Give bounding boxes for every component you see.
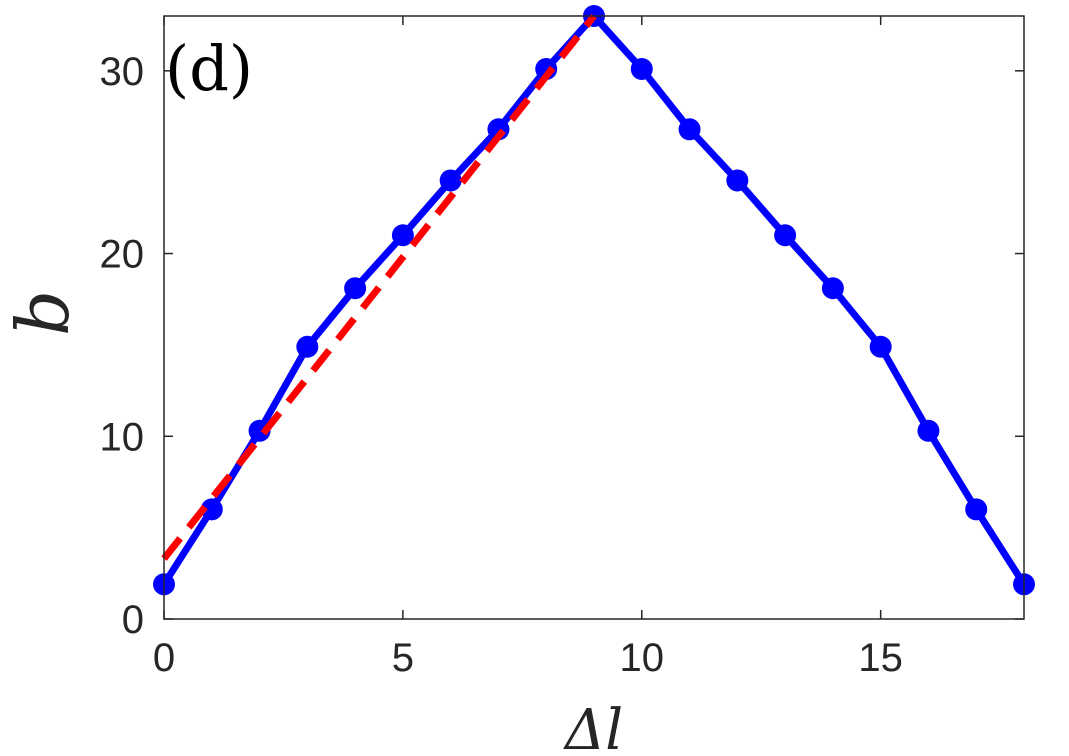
data-point — [965, 498, 988, 521]
panel-label: (d) — [165, 32, 253, 105]
x-tick-label: 5 — [392, 636, 414, 680]
data-point — [774, 224, 797, 247]
data-point — [296, 335, 319, 358]
data-point — [678, 118, 701, 141]
data-point — [869, 335, 892, 358]
data-point — [630, 57, 653, 80]
data-point — [248, 419, 271, 442]
data-point — [344, 277, 367, 300]
y-axis-label: b — [1, 290, 85, 336]
data-point — [439, 169, 462, 192]
data-point — [821, 277, 844, 300]
data-point — [200, 498, 223, 521]
x-axis-label: Δl — [563, 698, 623, 756]
y-tick-label: 0 — [122, 598, 144, 642]
data-point — [391, 224, 414, 247]
plot-layer — [153, 5, 1035, 596]
series-line-dashed — [161, 13, 597, 561]
y-tick-label: 10 — [100, 415, 145, 459]
plot-frame — [163, 15, 1025, 620]
data-point — [726, 169, 749, 192]
ticks-layer: 0 5 10 15 0 10 20 30 — [100, 16, 1024, 680]
y-tick-label: 30 — [100, 50, 145, 94]
x-tick-label: 15 — [858, 636, 903, 680]
y-tick-label: 20 — [100, 233, 145, 277]
x-tick-label: 10 — [620, 636, 665, 680]
x-tick-label: 0 — [153, 636, 175, 680]
data-point — [917, 419, 940, 442]
